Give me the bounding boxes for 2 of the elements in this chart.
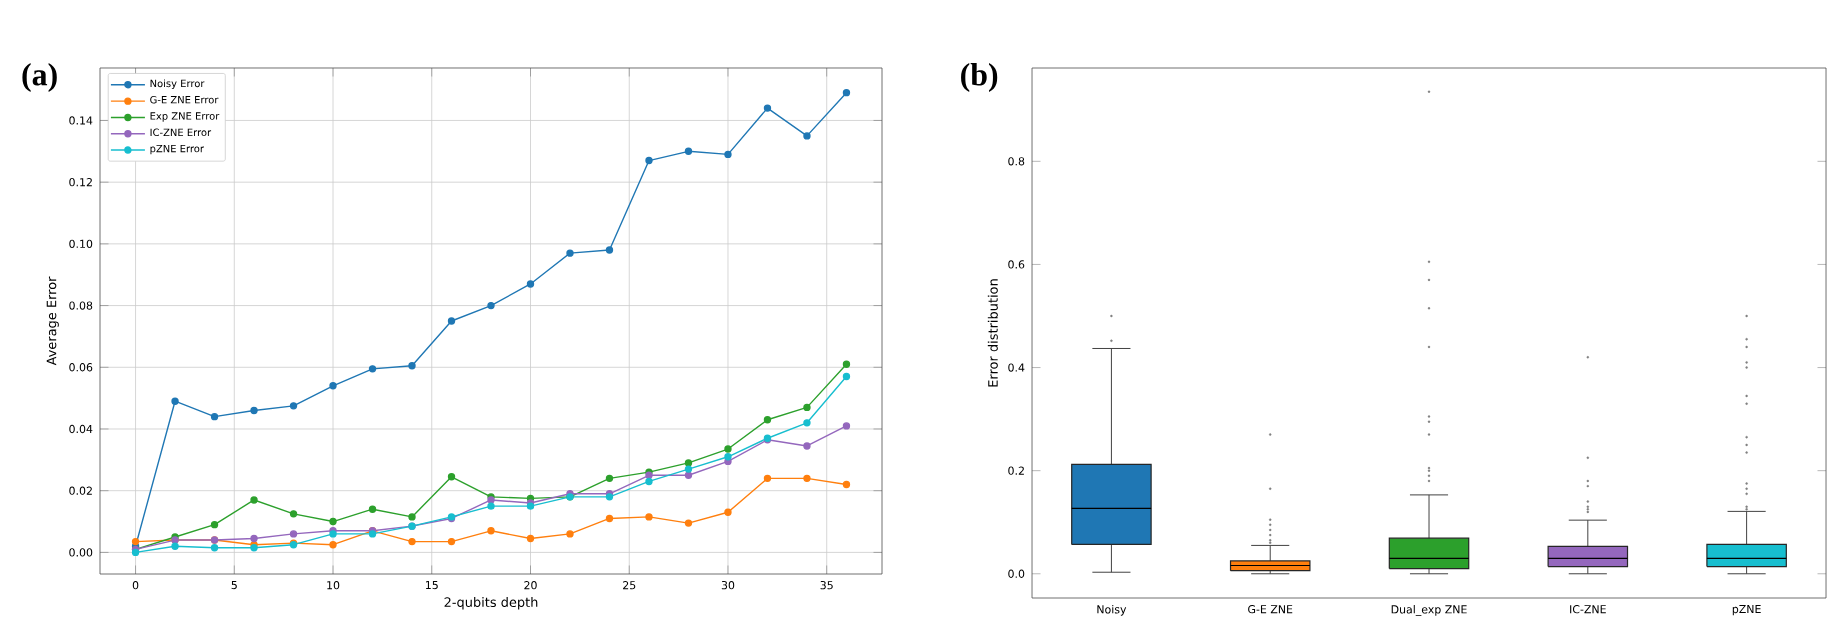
chart-title: (a) [22, 63, 57, 92]
chart-title: (b) [961, 63, 998, 92]
